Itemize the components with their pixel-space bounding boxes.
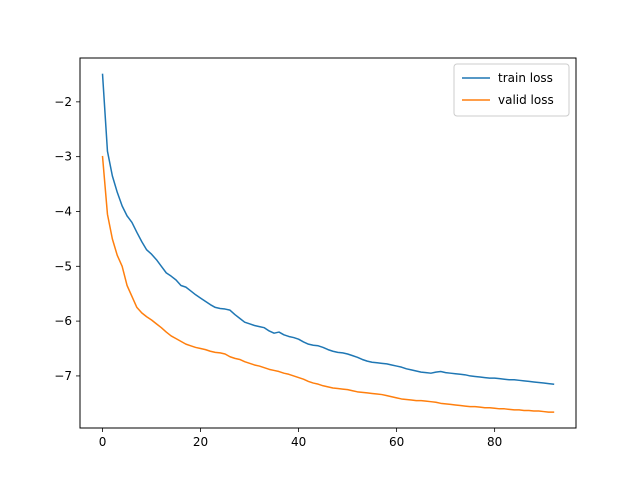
x-tick-label: 80 <box>487 435 502 449</box>
legend-label-valid-loss: valid loss <box>498 93 554 107</box>
x-tick-label: 20 <box>193 435 208 449</box>
x-tick-label: 60 <box>389 435 404 449</box>
y-tick-label: −2 <box>54 95 72 109</box>
axes-background <box>80 58 576 428</box>
legend-box <box>453 63 570 117</box>
y-tick-label: −4 <box>54 204 72 218</box>
series-layer <box>101 73 555 413</box>
x-axis: 0 20 40 60 80 <box>99 428 502 449</box>
series-line-train-loss <box>101 73 555 385</box>
x-tick-label: 40 <box>291 435 306 449</box>
legend-label-train-loss: train loss <box>498 71 553 85</box>
legend: train loss valid loss <box>453 63 570 117</box>
series-line-valid-loss <box>101 155 555 413</box>
axes-frame <box>79 57 577 429</box>
y-tick-label: −7 <box>54 369 72 383</box>
y-tick-label: −3 <box>54 150 72 164</box>
plot-area <box>80 58 576 428</box>
y-axis: −2 −3 −4 −5 −6 −7 <box>54 95 80 383</box>
y-tick-label: −5 <box>54 259 72 273</box>
y-tick-label: −6 <box>54 314 72 328</box>
x-tick-label: 0 <box>99 435 107 449</box>
axes-layer <box>79 57 577 429</box>
